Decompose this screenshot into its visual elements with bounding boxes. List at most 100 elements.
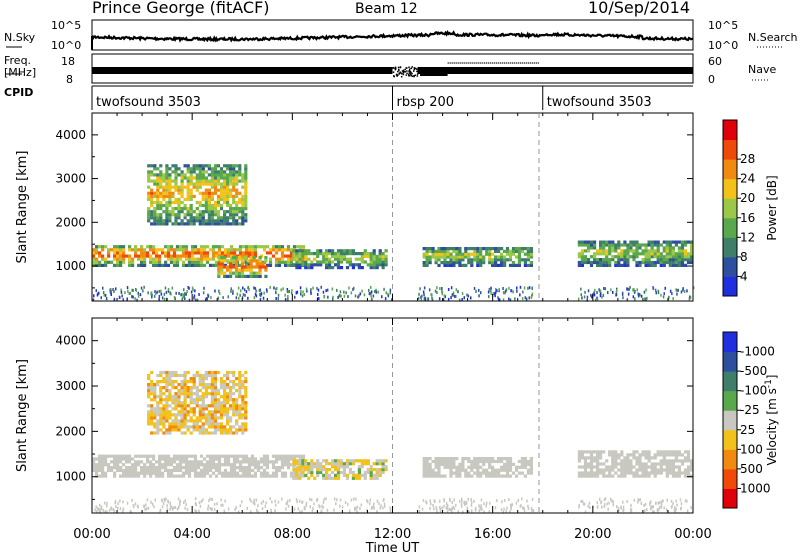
heatmap-cell: [686, 240, 691, 244]
heatmap-cell: [226, 188, 230, 192]
heatmap-cell: [226, 386, 230, 390]
noise-sky-label: N.Sky: [4, 31, 36, 44]
heatmap-cell: [171, 428, 175, 432]
heatmap-cell: [470, 468, 474, 472]
heatmap-cell: [211, 457, 216, 461]
x-tick-label-3: 12:00: [374, 527, 411, 542]
heatmap-cell: [159, 200, 163, 205]
heatmap-cell: [526, 258, 530, 262]
heatmap-cell: [216, 222, 221, 226]
heatmap-cell: [334, 257, 338, 261]
heatmap-cell: [662, 462, 666, 466]
heatmap-cell: [226, 410, 230, 414]
heatmap-cell: [453, 507, 456, 511]
heatmap-cell: [159, 428, 163, 432]
heatmap-cell: [201, 395, 205, 399]
heatmap-cell: [198, 509, 200, 513]
heatmap-cell: [669, 289, 672, 293]
heatmap-cell: [680, 471, 685, 475]
heatmap-cell: [107, 248, 111, 252]
heatmap-cell: [347, 295, 349, 299]
heatmap-cell: [511, 462, 516, 466]
heatmap-cell: [295, 473, 299, 477]
heatmap-cell: [207, 167, 211, 171]
heatmap-cell: [491, 459, 495, 464]
heatmap-cell: [188, 298, 191, 302]
heatmap-cell: [327, 295, 329, 299]
heatmap-cell: [458, 258, 462, 262]
heatmap-cell: [635, 263, 639, 267]
heatmap-cell: [180, 407, 184, 411]
heatmap-cell: [434, 252, 438, 256]
heatmap-cell: [334, 252, 338, 256]
heatmap-cell: [183, 501, 185, 505]
heatmap-cell: [593, 471, 597, 475]
heatmap-cell: [638, 465, 642, 469]
heatmap-cell: [354, 263, 358, 267]
heatmap-cell: [156, 185, 160, 189]
heatmap-cell: [195, 404, 199, 408]
heatmap-cell: [434, 255, 438, 259]
heatmap-cell: [371, 506, 373, 510]
heatmap-cell: [187, 454, 192, 458]
heatmap-cell: [605, 465, 609, 469]
heatmap-cell: [644, 468, 648, 472]
heatmap-cell: [360, 254, 364, 258]
heatmap-cell: [147, 413, 151, 417]
heatmap-cell: [223, 259, 227, 263]
y-axis-title: Slant Range [km]: [15, 151, 30, 264]
heatmap-cell: [178, 457, 183, 461]
heatmap-cell: [671, 459, 675, 463]
freq-dot: [413, 68, 416, 71]
heatmap-cell: [210, 170, 214, 174]
heatmap-cell: [140, 251, 144, 255]
heatmap-cell: [596, 291, 598, 295]
heatmap-cell: [665, 243, 669, 247]
heatmap-cell: [447, 288, 450, 291]
heatmap-cell: [213, 176, 218, 180]
heatmap-cell: [223, 210, 227, 214]
heatmap-cell: [244, 370, 248, 375]
heatmap-cell: [270, 508, 272, 512]
heatmap-cell: [527, 507, 530, 510]
heatmap-cell: [223, 219, 227, 223]
heatmap-cell: [252, 265, 256, 269]
heatmap-cell: [470, 462, 474, 466]
heatmap-cell: [168, 179, 172, 183]
heatmap-cell: [689, 295, 691, 299]
heatmap-cell: [384, 254, 388, 258]
heatmap-cell: [360, 252, 364, 256]
heatmap-cell: [391, 298, 393, 302]
heatmap-cell: [458, 462, 462, 466]
heatmap-cell: [101, 457, 105, 461]
heatmap-cell: [586, 456, 591, 460]
heatmap-cell: [526, 252, 530, 256]
heatmap-cell: [583, 462, 588, 466]
heatmap-cell: [190, 466, 195, 470]
heatmap-cell: [95, 257, 99, 261]
heatmap-cell: [147, 191, 151, 195]
heatmap-cell: [150, 389, 154, 393]
heatmap-cell: [229, 254, 234, 258]
heatmap-cell: [171, 407, 175, 411]
heatmap-cell: [232, 173, 236, 177]
heatmap-cell: [150, 419, 154, 423]
heatmap-cell: [611, 246, 615, 250]
colorbar-segment: [723, 449, 737, 470]
heatmap-cell: [428, 255, 432, 259]
heatmap-cell: [223, 386, 227, 390]
heatmap-cell: [635, 471, 639, 475]
heatmap-cell: [630, 503, 632, 507]
heatmap-cell: [214, 454, 219, 458]
heatmap-cell: [147, 173, 151, 177]
heatmap-cell: [586, 240, 591, 244]
heatmap-cell: [232, 176, 236, 180]
heatmap-cell: [421, 294, 423, 298]
heatmap-cell: [505, 247, 510, 251]
heatmap-cell: [235, 207, 239, 211]
heatmap-cell: [235, 219, 239, 223]
heatmap-cell: [229, 395, 233, 399]
heatmap-cell: [216, 213, 221, 217]
heatmap-cell: [641, 252, 645, 256]
heatmap-cell: [174, 200, 178, 205]
